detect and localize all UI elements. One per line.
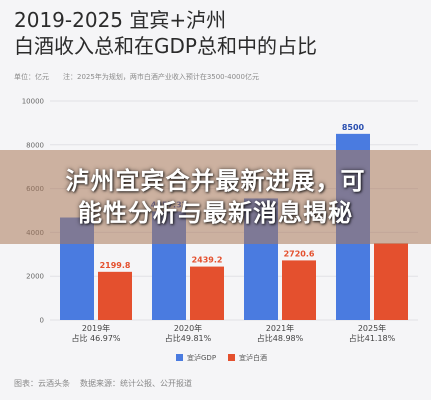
y-tick-label: 8000 [26,141,44,149]
legend-label: 宜泸白酒 [239,353,267,362]
data-label: 2439.2 [192,256,223,265]
footnote: 注：2025年为规划，两市白酒产业收入预计在3500-4000亿元 [63,73,259,81]
x-tick-label: 2025年 [358,323,386,333]
x-tick-sublabel: 占比 46.97% [71,333,120,343]
bar-baijiu [374,243,408,320]
x-tick-sublabel: 占比48.98% [257,333,304,343]
bar-baijiu [190,266,224,320]
chart-note: 单位：亿元 注：2025年为规划，两市白酒产业收入预计在3500-4000亿元 [14,72,259,82]
source-line: 图表：云酒头条 数据来源：统计公报、公开报道 [14,378,192,389]
bar-baijiu [282,260,316,320]
headline-banner: 泸州宜宾合并最新进展，可 能性分析与最新消息揭秘 [0,150,431,244]
legend-label: 宜泸GDP [187,353,216,362]
headline-line1: 泸州宜宾合并最新进展，可 [65,167,366,195]
legend-swatch [228,354,235,361]
chart-title-line1: 2019-2025 宜宾+泸州 [14,8,227,32]
x-tick-label: 2019年 [82,323,110,333]
source-label: 图表：云酒头条 [14,379,70,388]
data-source: 数据来源：统计公报、公开报道 [80,379,192,388]
legend-swatch [176,354,183,361]
chart-title-line2: 白酒收入总和在GDP总和中的占比 [14,34,317,58]
bar-baijiu [98,271,132,320]
data-label: 8500 [342,123,365,132]
x-tick-sublabel: 占比49.81% [165,333,212,343]
x-tick-label: 2021年 [266,323,294,333]
data-label: 2199.8 [100,261,131,270]
x-tick-label: 2020年 [174,323,202,333]
y-tick-label: 2000 [26,273,44,281]
y-tick-label: 10000 [22,98,44,106]
x-tick-sublabel: 占比41.18% [349,333,396,343]
y-tick-label: 0 [40,317,44,325]
data-label: 2720.6 [284,249,315,258]
headline-line2: 能性分析与最新消息揭秘 [78,199,353,227]
unit-note: 单位：亿元 [14,73,49,81]
